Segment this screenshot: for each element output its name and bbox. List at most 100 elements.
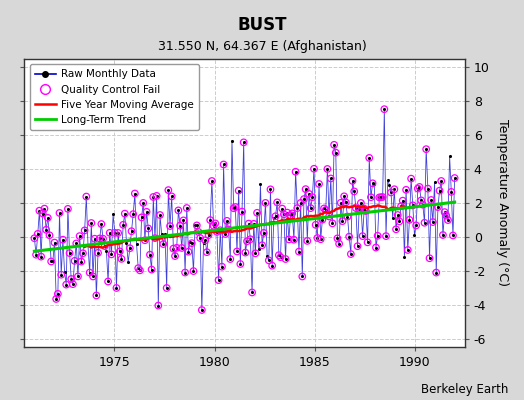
Point	[114, 230, 122, 236]
Point	[57, 272, 66, 278]
Point	[189, 268, 198, 274]
Point	[409, 202, 417, 208]
Point	[201, 237, 210, 244]
Point	[378, 194, 387, 200]
Point	[281, 256, 290, 262]
Point	[372, 244, 380, 251]
Point	[136, 267, 144, 274]
Point	[275, 252, 283, 258]
Point	[75, 233, 84, 239]
Point	[303, 238, 311, 244]
Point	[91, 236, 99, 242]
Point	[271, 213, 280, 220]
Point	[395, 218, 403, 224]
Point	[303, 238, 311, 244]
Point	[181, 269, 189, 276]
Point	[375, 194, 384, 201]
Point	[85, 269, 94, 276]
Point	[152, 193, 161, 199]
Point	[335, 240, 343, 247]
Point	[325, 213, 333, 220]
Point	[121, 210, 129, 217]
Point	[101, 243, 109, 249]
Point	[144, 225, 152, 232]
Point	[50, 239, 59, 246]
Point	[159, 241, 168, 247]
Point	[316, 236, 325, 242]
Point	[340, 193, 348, 200]
Point	[101, 243, 109, 249]
Point	[368, 180, 377, 186]
Point	[333, 235, 342, 242]
Point	[156, 212, 164, 218]
Point	[40, 206, 49, 212]
Point	[429, 219, 437, 225]
Point	[42, 226, 50, 233]
Point	[399, 198, 407, 204]
Point	[253, 210, 261, 216]
Point	[273, 199, 281, 206]
Point	[407, 176, 416, 182]
Point	[211, 220, 220, 226]
Point	[422, 146, 430, 152]
Point	[293, 205, 301, 211]
Point	[151, 235, 159, 241]
Point	[228, 137, 236, 144]
Point	[94, 250, 102, 256]
Point	[442, 212, 451, 219]
Point	[214, 277, 223, 283]
Point	[350, 188, 358, 194]
Point	[364, 239, 372, 246]
Point	[188, 240, 196, 246]
Point	[335, 240, 343, 247]
Point	[158, 231, 166, 237]
Point	[162, 285, 171, 291]
Point	[210, 222, 218, 229]
Point	[427, 197, 435, 203]
Point	[137, 214, 146, 221]
Point	[322, 207, 330, 213]
Point	[141, 237, 149, 244]
Point	[365, 155, 374, 161]
Point	[234, 187, 243, 194]
Point	[56, 210, 64, 216]
Point	[256, 181, 265, 187]
Point	[147, 266, 156, 273]
Point	[67, 276, 75, 282]
Point	[152, 193, 161, 199]
Point	[339, 218, 347, 224]
Point	[211, 220, 220, 226]
Point	[104, 278, 112, 285]
Point	[214, 277, 223, 283]
Point	[315, 181, 323, 187]
Point	[258, 242, 266, 248]
Point	[413, 186, 422, 192]
Point	[295, 248, 303, 255]
Point	[246, 236, 255, 242]
Point	[365, 155, 374, 161]
Point	[330, 142, 339, 148]
Point	[161, 230, 169, 237]
Point	[199, 239, 208, 246]
Point	[342, 199, 350, 206]
Point	[156, 212, 164, 218]
Point	[129, 211, 137, 217]
Point	[280, 211, 288, 218]
Point	[245, 220, 253, 227]
Point	[246, 236, 255, 242]
Point	[377, 194, 385, 200]
Point	[405, 217, 413, 223]
Point	[403, 247, 412, 253]
Point	[345, 234, 353, 240]
Point	[374, 232, 382, 239]
Point	[275, 252, 283, 258]
Point	[266, 186, 275, 192]
Point	[203, 249, 211, 255]
Point	[273, 199, 281, 206]
Point	[328, 220, 336, 226]
Point	[45, 232, 53, 238]
Point	[127, 228, 136, 234]
Point	[104, 278, 112, 285]
Point	[193, 222, 201, 229]
Point	[226, 256, 235, 262]
